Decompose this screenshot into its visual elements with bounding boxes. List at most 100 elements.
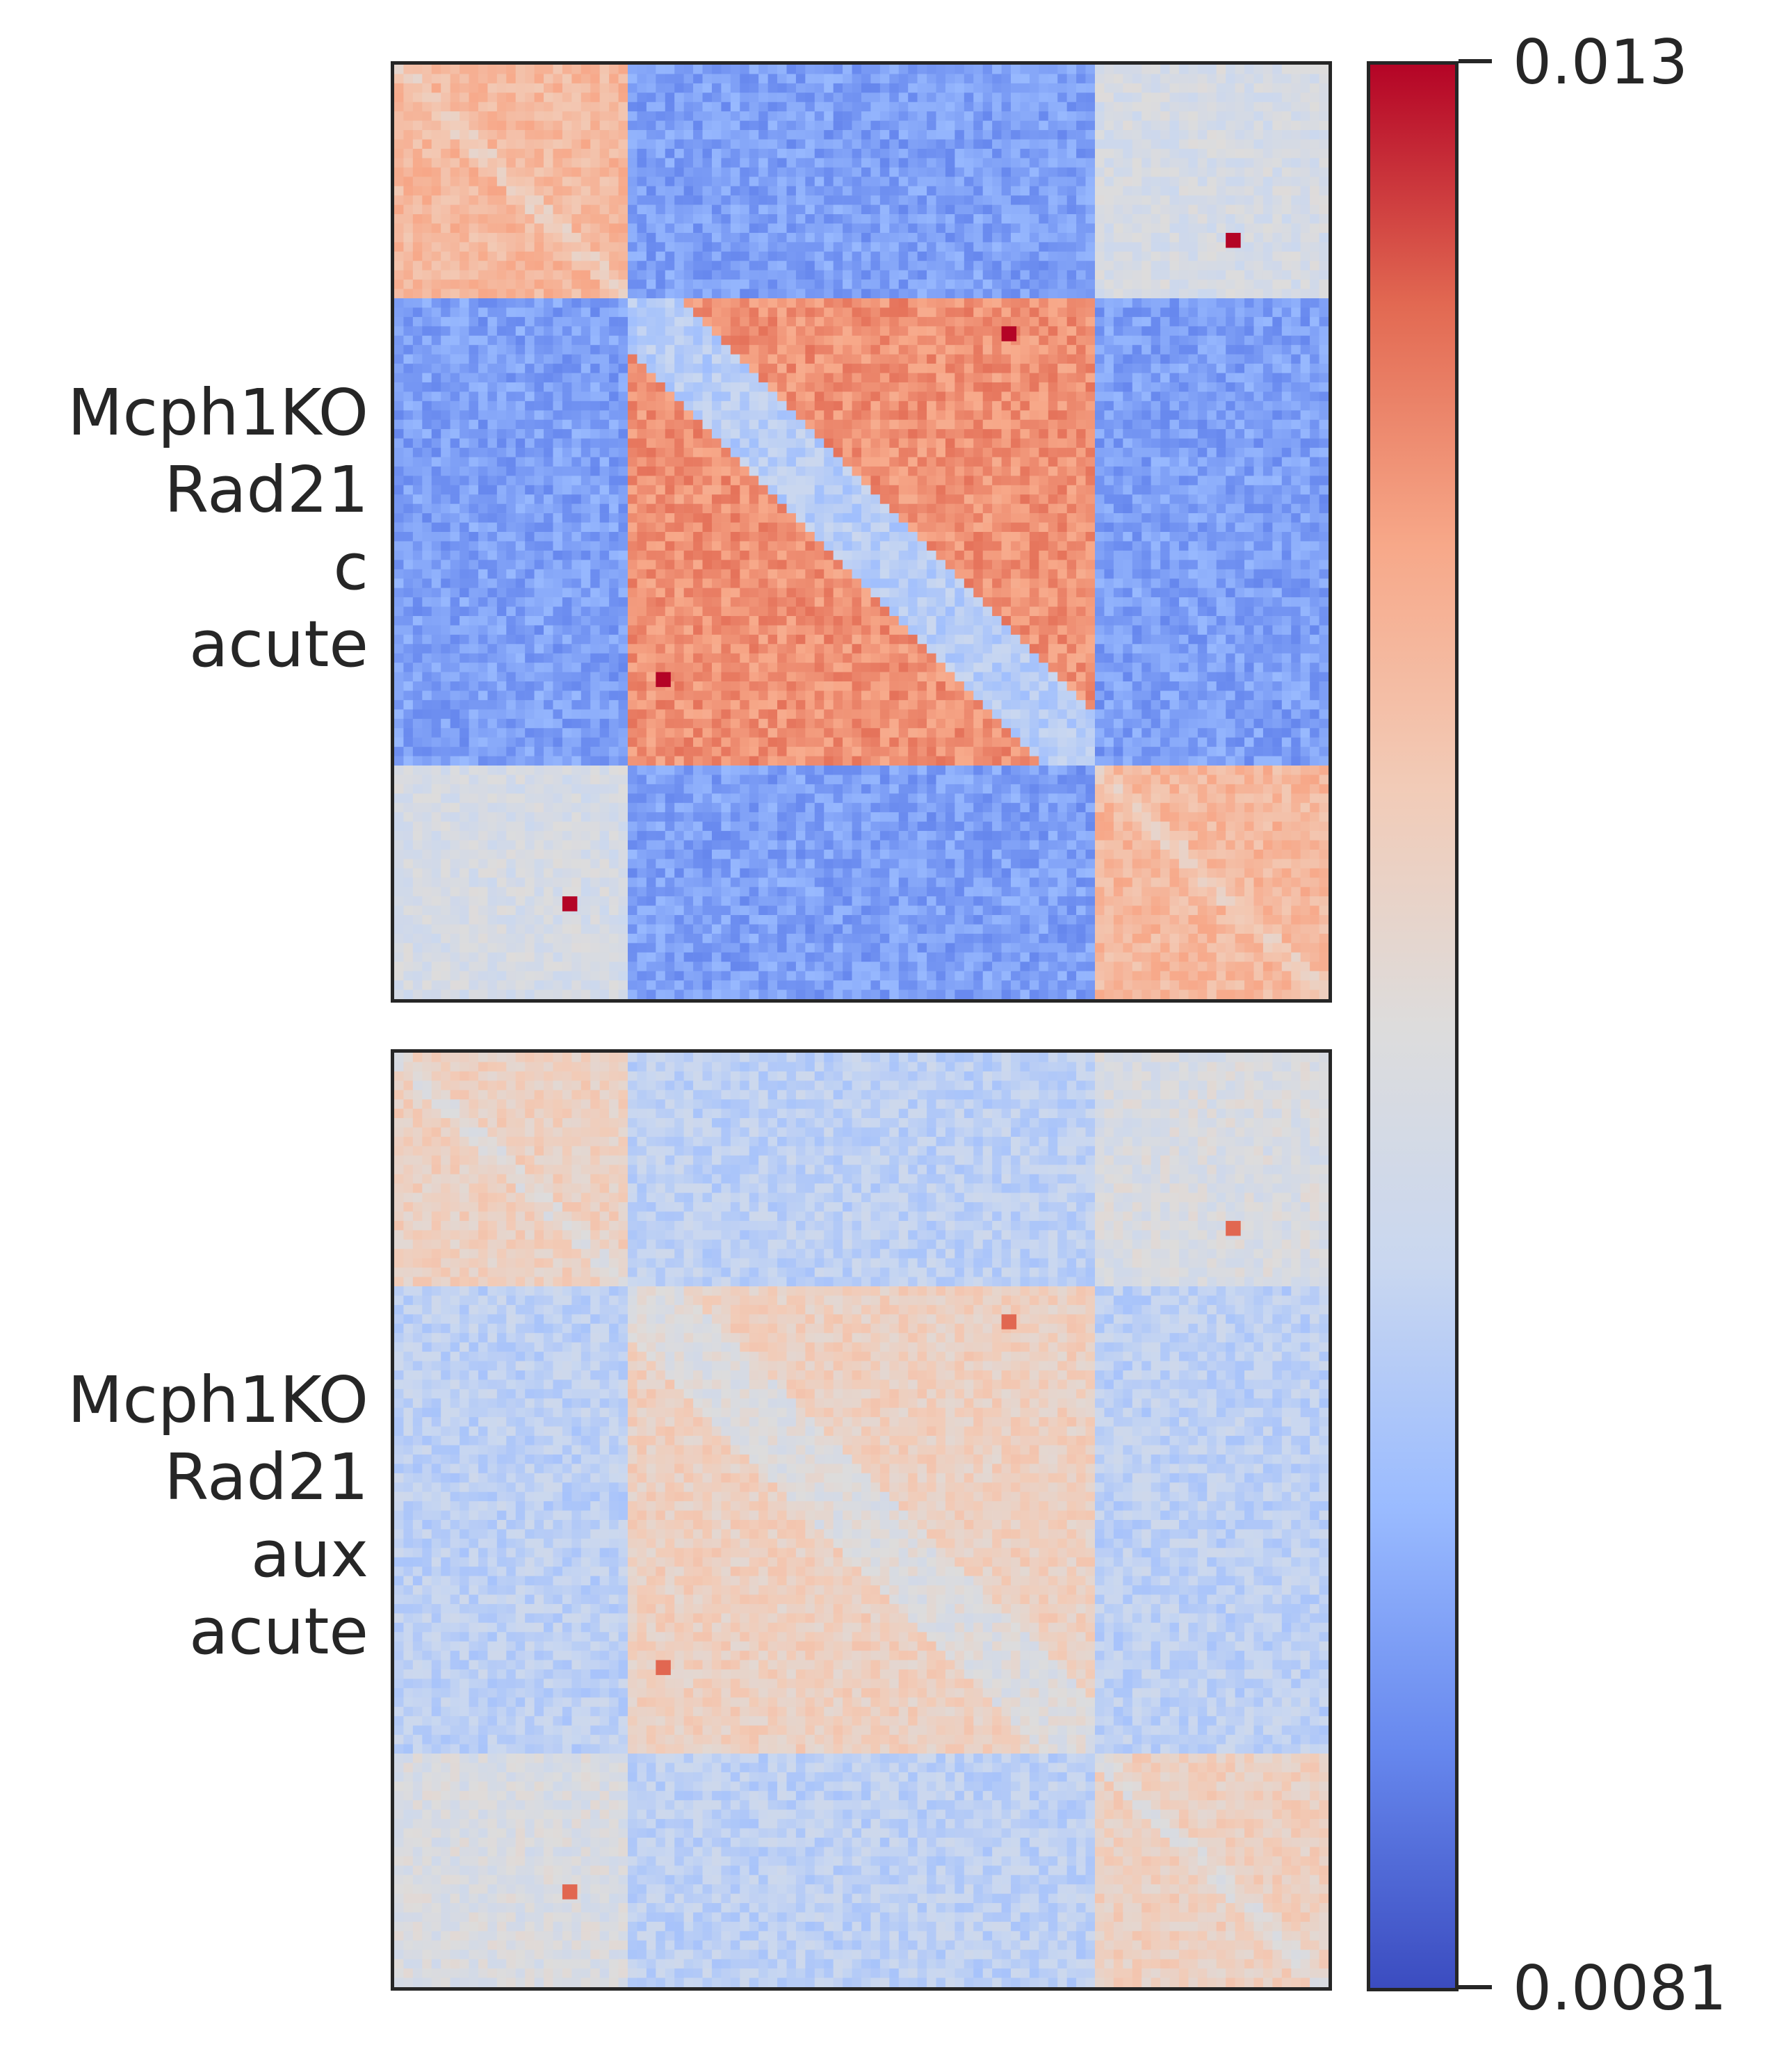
heatmap-cell xyxy=(1066,139,1077,149)
heatmap-cell xyxy=(843,111,852,121)
heatmap-cell xyxy=(927,148,936,159)
heatmap-cell xyxy=(1226,130,1235,140)
heatmap-cell xyxy=(824,111,834,121)
heatmap-cell xyxy=(562,232,572,243)
heatmap-cell xyxy=(590,270,600,280)
heatmap-cell xyxy=(749,65,759,74)
heatmap-cell xyxy=(1178,298,1189,308)
heatmap-cell xyxy=(898,280,909,289)
heatmap-cell xyxy=(1160,476,1170,486)
heatmap-cell xyxy=(1048,382,1058,392)
heatmap-cell xyxy=(646,391,656,402)
heatmap-cell xyxy=(1057,503,1067,514)
heatmap-cell xyxy=(1235,177,1245,186)
heatmap-cell xyxy=(711,261,722,270)
heatmap-cell xyxy=(964,204,974,215)
heatmap-cell xyxy=(1262,391,1273,402)
heatmap-cell xyxy=(637,438,647,448)
heatmap-cell xyxy=(496,251,507,261)
heatmap-cell xyxy=(814,485,824,495)
heatmap-cell xyxy=(665,148,675,159)
heatmap-cell xyxy=(553,148,563,159)
heatmap-cell xyxy=(982,65,993,74)
heatmap-cell xyxy=(1039,373,1049,383)
heatmap-cell xyxy=(1085,429,1096,439)
heatmap-cell xyxy=(1281,83,1292,93)
heatmap-cell xyxy=(590,373,600,383)
heatmap-cell xyxy=(1011,438,1021,448)
heatmap-cell xyxy=(1057,120,1067,131)
heatmap-cell xyxy=(955,139,965,149)
heatmap-cell xyxy=(767,280,778,289)
heatmap-cell xyxy=(843,167,852,177)
heatmap-cell xyxy=(955,232,965,243)
heatmap-cell xyxy=(1029,83,1039,93)
heatmap-cell xyxy=(1235,373,1245,383)
heatmap-cell xyxy=(1151,223,1161,234)
heatmap-cell xyxy=(590,345,600,355)
heatmap-cell xyxy=(478,335,488,346)
heatmap-cell xyxy=(1281,167,1292,177)
heatmap-cell xyxy=(1291,148,1301,159)
heatmap-cell xyxy=(1169,158,1180,168)
heatmap-cell xyxy=(1319,382,1329,392)
heatmap-cell xyxy=(908,139,918,149)
heatmap-cell xyxy=(1011,419,1021,430)
heatmap-cell xyxy=(1057,270,1067,280)
heatmap-cell xyxy=(674,382,684,392)
heatmap-cell xyxy=(917,204,927,215)
heatmap-cell xyxy=(403,485,414,495)
heatmap-cell xyxy=(1178,280,1189,289)
heatmap-cell xyxy=(824,419,834,430)
heatmap-cell xyxy=(590,186,600,196)
heatmap-cell xyxy=(1262,83,1273,93)
heatmap-cell xyxy=(730,503,740,514)
heatmap-cell xyxy=(450,419,460,430)
heatmap-cell xyxy=(889,457,900,467)
heatmap-cell xyxy=(450,326,460,337)
heatmap-cell xyxy=(487,130,498,140)
heatmap-cell xyxy=(889,400,900,411)
heatmap-cell xyxy=(711,429,722,439)
heatmap-cell xyxy=(460,429,469,439)
heatmap-cell xyxy=(478,476,488,486)
heatmap-cell xyxy=(665,503,675,514)
heatmap-cell xyxy=(824,204,834,215)
heatmap-cell xyxy=(721,364,731,373)
heatmap-cell xyxy=(1076,307,1086,318)
heatmap-cell xyxy=(637,494,647,504)
heatmap-cell xyxy=(879,373,890,383)
heatmap-cell xyxy=(1272,373,1283,383)
heatmap-cell xyxy=(450,307,460,318)
heatmap-cell xyxy=(460,242,469,252)
heatmap-cell xyxy=(683,186,694,196)
heatmap-cell xyxy=(795,251,806,261)
heatmap-cell xyxy=(1029,429,1039,439)
heatmap-cell xyxy=(1057,214,1067,224)
heatmap-cell xyxy=(496,223,507,234)
heatmap-cell xyxy=(460,391,469,402)
heatmap-cell xyxy=(1197,494,1208,504)
heatmap-cell xyxy=(852,354,862,364)
heatmap-cell xyxy=(460,261,469,270)
heatmap-cell xyxy=(1048,186,1058,196)
heatmap-cell xyxy=(665,466,675,476)
heatmap-cell xyxy=(1244,65,1254,74)
heatmap-cell xyxy=(1029,494,1039,504)
heatmap-cell xyxy=(665,438,675,448)
heatmap-cell xyxy=(515,476,526,486)
heatmap-cell xyxy=(992,400,1002,411)
heatmap-cell xyxy=(1001,111,1012,121)
heatmap-cell xyxy=(1095,513,1105,523)
heatmap-cell xyxy=(544,65,553,74)
heatmap-cell xyxy=(441,83,450,93)
heatmap-cell xyxy=(936,120,946,131)
heatmap-cell xyxy=(1244,485,1254,495)
heatmap-cell xyxy=(730,448,740,458)
heatmap-cell xyxy=(758,438,768,448)
heatmap-cell xyxy=(1057,391,1067,402)
heatmap-cell xyxy=(992,326,1002,337)
heatmap-cell xyxy=(730,167,740,177)
heatmap-cell xyxy=(460,485,469,495)
heatmap-cell xyxy=(674,139,684,149)
